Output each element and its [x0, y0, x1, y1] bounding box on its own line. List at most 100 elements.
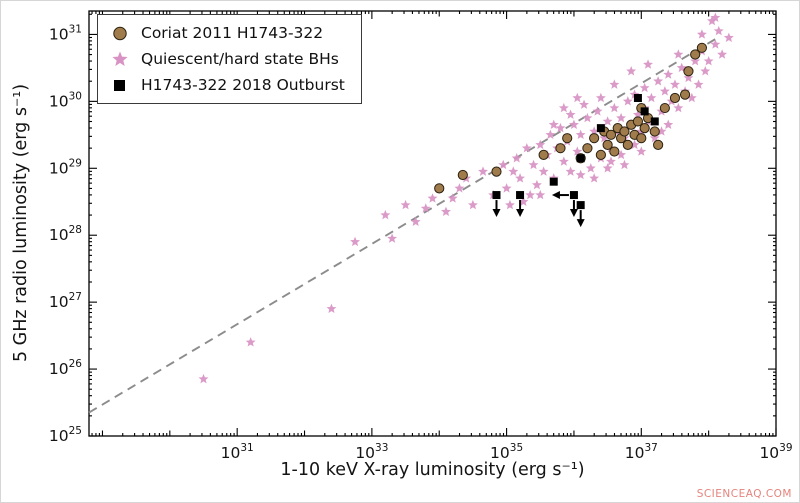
data-point	[616, 149, 627, 160]
data-point	[535, 139, 546, 150]
limit-arrowhead-down	[569, 209, 578, 218]
data-point	[690, 56, 701, 66]
data-point	[501, 183, 512, 193]
data-point	[596, 124, 605, 133]
data-point	[511, 153, 522, 163]
data-point	[198, 373, 209, 384]
data-point	[643, 59, 653, 69]
data-point	[690, 49, 701, 60]
star-marker-icon	[112, 51, 128, 66]
data-point	[703, 56, 714, 66]
data-point	[595, 92, 606, 103]
data-point	[380, 209, 391, 220]
data-point	[589, 173, 600, 183]
data-point	[609, 146, 620, 157]
data-point	[326, 303, 337, 314]
data-point	[713, 25, 724, 36]
data-point	[605, 129, 617, 140]
data-point	[636, 146, 647, 156]
data-point	[434, 183, 445, 194]
data-point	[673, 102, 684, 113]
data-point	[609, 79, 620, 89]
data-point	[622, 96, 633, 106]
data-point	[589, 126, 600, 136]
data-point	[572, 92, 583, 103]
square-marker-icon	[114, 80, 125, 91]
data-point	[515, 173, 525, 183]
data-point	[686, 92, 697, 103]
data-point	[670, 79, 680, 89]
legend-label-coriat: Coriat 2011 H1743-322	[141, 24, 324, 42]
data-point	[659, 102, 670, 114]
data-point	[602, 116, 613, 126]
data-point	[576, 154, 585, 163]
data-point	[531, 179, 542, 190]
x-axis-label: 1-10 keV X-ray luminosity (erg s⁻¹)	[280, 460, 585, 480]
data-point	[505, 199, 515, 210]
svg-text:1025: 1025	[49, 425, 82, 445]
series-circle	[434, 42, 708, 194]
watermark: SCIENCEAQ.COM	[696, 488, 792, 500]
data-point	[576, 201, 585, 210]
data-point	[410, 216, 421, 227]
series-square	[492, 94, 659, 228]
data-point	[555, 122, 566, 133]
data-point	[649, 132, 660, 143]
data-point	[498, 159, 509, 170]
data-point	[693, 79, 704, 89]
data-point	[619, 159, 630, 170]
data-point	[441, 206, 451, 216]
data-point	[562, 133, 573, 144]
limit-arrowhead-left	[551, 191, 560, 200]
data-point	[478, 166, 488, 176]
data-point	[579, 99, 589, 109]
data-point	[679, 89, 691, 100]
data-point	[467, 199, 478, 210]
data-point	[525, 189, 536, 200]
data-point	[650, 117, 659, 126]
data-point	[492, 191, 501, 200]
data-point	[569, 191, 578, 200]
data-point	[696, 42, 708, 53]
y-axis-label: 5 GHz radio luminosity (erg s⁻¹)	[11, 83, 31, 363]
data-point	[636, 133, 647, 144]
data-point	[683, 72, 694, 83]
data-point	[639, 123, 650, 134]
data-point	[606, 156, 616, 166]
data-point	[521, 143, 532, 153]
circle-marker-icon	[113, 26, 127, 41]
data-point	[427, 193, 438, 203]
data-point	[538, 166, 549, 176]
data-point	[710, 12, 721, 22]
svg-text:1030: 1030	[49, 90, 82, 110]
data-point	[558, 156, 569, 166]
data-point	[585, 163, 596, 173]
data-point	[616, 112, 627, 123]
data-point	[602, 139, 613, 150]
data-point	[673, 49, 684, 59]
data-point	[592, 106, 603, 116]
data-point	[710, 39, 721, 49]
data-point	[676, 62, 687, 73]
data-point	[538, 149, 549, 160]
data-point	[565, 166, 576, 176]
data-point	[447, 193, 458, 203]
data-point	[700, 66, 711, 76]
legend-item-outburst: H1743-322 2018 Outburst	[110, 76, 345, 94]
data-point	[707, 15, 717, 26]
limit-arrowhead-down	[516, 209, 525, 218]
x-tick-labels: 1031 1033 1035 1037 1039	[221, 442, 793, 462]
data-point	[555, 143, 566, 154]
svg-text:1031: 1031	[221, 442, 254, 462]
data-point	[518, 196, 529, 206]
data-point	[582, 112, 593, 123]
legend-item-quiescent: Quiescent/hard state BHs	[110, 50, 345, 68]
data-point	[545, 129, 556, 140]
data-point	[653, 139, 664, 150]
data-point	[639, 82, 650, 93]
data-point	[457, 169, 468, 181]
data-point	[669, 92, 681, 104]
data-point	[599, 132, 610, 143]
